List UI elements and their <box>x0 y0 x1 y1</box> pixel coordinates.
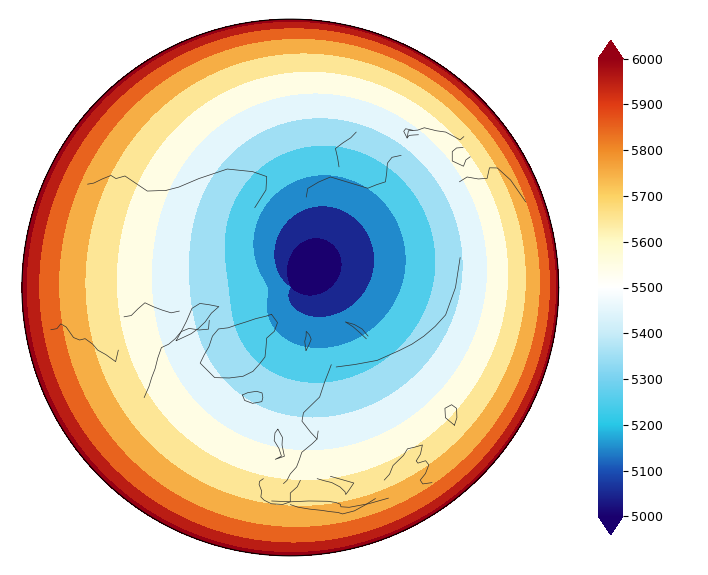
PathPatch shape <box>598 516 623 535</box>
PathPatch shape <box>598 40 623 59</box>
